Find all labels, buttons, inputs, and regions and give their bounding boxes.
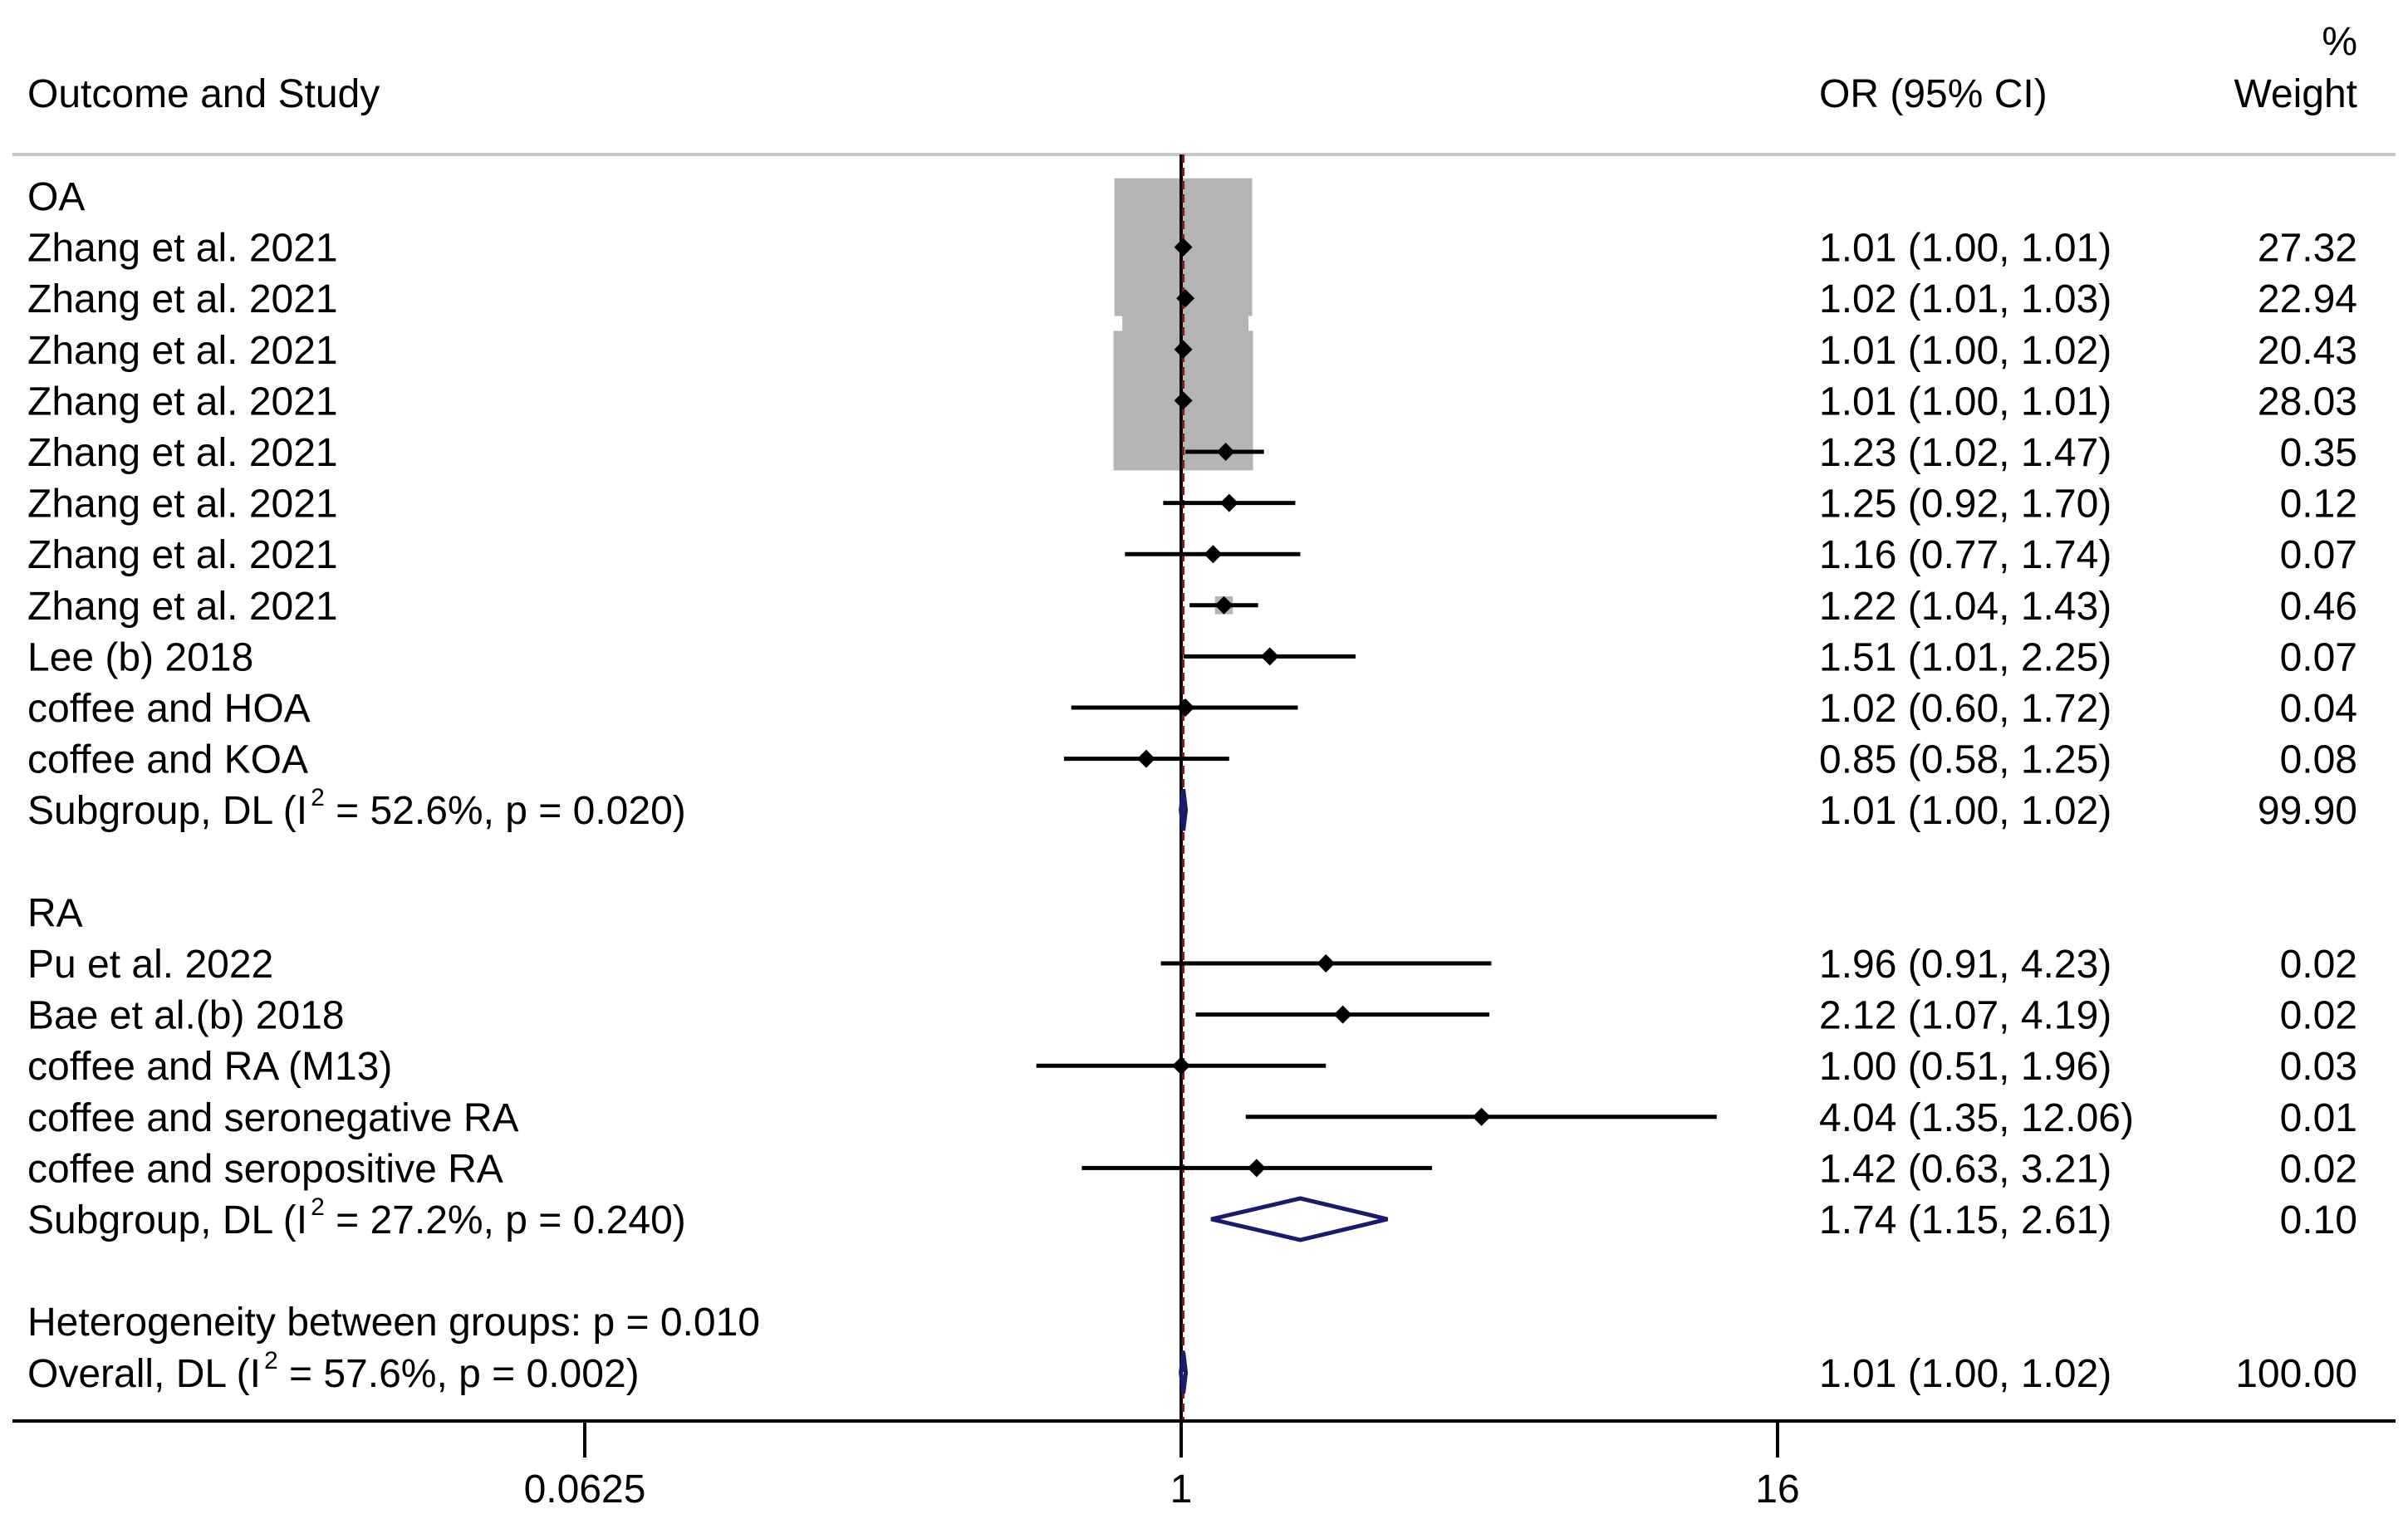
ci-value: 1.96 (0.91, 4.23)	[1819, 943, 2111, 987]
ci-value: 1.01 (1.00, 1.01)	[1819, 380, 2111, 424]
point-estimate	[1172, 1056, 1190, 1075]
weight-value: 0.02	[2280, 994, 2357, 1038]
ci-value: 0.85 (0.58, 1.25)	[1819, 738, 2111, 782]
study-label: Bae et al.(b) 2018	[27, 994, 345, 1038]
point-estimate	[1333, 1005, 1352, 1024]
point-estimate	[1214, 595, 1233, 615]
point-estimate	[1216, 443, 1235, 461]
header-weight: Weight	[2234, 72, 2357, 116]
weight-value: 0.35	[2280, 431, 2357, 475]
ci-value: 1.16 (0.77, 1.74)	[1819, 533, 2111, 577]
study-label: Zhang et al. 2021	[27, 329, 338, 373]
weight-value: 0.07	[2280, 533, 2357, 577]
point-estimate	[1219, 493, 1238, 512]
study-label: Zhang et al. 2021	[27, 431, 338, 475]
subgroup-label: Subgroup, DL (I 2 = 27.2%, p = 0.240)	[27, 1193, 686, 1242]
ci-value: 1.23 (1.02, 1.47)	[1819, 431, 2111, 475]
point-estimate	[1204, 545, 1223, 564]
x-tick-label: 0.0625	[524, 1467, 646, 1512]
reference-lines	[1179, 154, 1185, 1421]
ci-value: 1.01 (1.00, 1.02)	[1819, 789, 2111, 833]
study-label: coffee and KOA	[27, 738, 308, 782]
estimate-marks	[1036, 238, 1717, 1394]
ci-value: 1.22 (1.04, 1.43)	[1819, 585, 2111, 629]
ci-value: 4.04 (1.35, 12.06)	[1819, 1096, 2134, 1140]
point-estimate	[1472, 1107, 1491, 1126]
point-estimate	[1136, 749, 1155, 768]
point-estimate	[1317, 954, 1336, 973]
ci-value: 2.12 (1.07, 4.19)	[1819, 994, 2111, 1038]
point-estimate	[1174, 340, 1193, 359]
ci-value: 1.01 (1.00, 1.02)	[1819, 329, 2111, 373]
overall-label: Overall, DL (I 2 = 57.6%, p = 0.002)	[27, 1347, 640, 1396]
heterogeneity-note: Heterogeneity between groups: p = 0.010	[27, 1301, 760, 1345]
weight-value: 0.08	[2280, 738, 2357, 782]
group-label: RA	[27, 891, 83, 935]
study-label: coffee and HOA	[27, 687, 311, 731]
weight-value: 0.04	[2280, 687, 2357, 731]
weight-value: 28.03	[2258, 380, 2357, 424]
ci-value: 1.00 (0.51, 1.96)	[1819, 1045, 2111, 1089]
ci-value: 1.01 (1.00, 1.01)	[1819, 227, 2111, 271]
x-tick-label: 1	[1170, 1467, 1193, 1512]
point-estimate	[1174, 238, 1193, 257]
row-labels: OA Zhang et al. 2021 1.01 (1.00, 1.01) 27.3…	[27, 175, 2357, 1396]
study-label: Zhang et al. 2021	[27, 277, 338, 321]
weight-value: 0.07	[2280, 635, 2357, 679]
weight-value: 0.02	[2280, 943, 2357, 987]
weight-value: 20.43	[2258, 329, 2357, 373]
subgroup-label: Subgroup, DL (I 2 = 52.6%, p = 0.020)	[27, 784, 686, 833]
group-label: OA	[27, 175, 85, 219]
study-label: coffee and seropositive RA	[27, 1147, 503, 1191]
x-tick-label: 16	[1755, 1467, 1799, 1512]
study-label: Zhang et al. 2021	[27, 533, 338, 577]
study-label: Lee (b) 2018	[27, 635, 253, 679]
subgroup-diamond	[1210, 1196, 1389, 1242]
header-weight-pct: %	[2322, 20, 2357, 64]
header-ci: OR (95% CI)	[1819, 72, 2048, 116]
ci-value: 1.02 (0.60, 1.72)	[1819, 687, 2111, 731]
weight-boxes	[1113, 178, 1484, 1170]
ci-value: 1.01 (1.00, 1.02)	[1819, 1352, 2111, 1396]
weight-value: 0.02	[2280, 1147, 2357, 1191]
ci-value: 1.42 (0.63, 3.21)	[1819, 1147, 2111, 1191]
weight-value: 0.01	[2280, 1096, 2357, 1140]
study-label: Zhang et al. 2021	[27, 227, 338, 271]
study-label: coffee and RA (M13)	[27, 1045, 392, 1089]
weight-value: 27.32	[2258, 227, 2357, 271]
point-estimate	[1260, 647, 1279, 666]
ci-value: 1.74 (1.15, 2.61)	[1819, 1198, 2111, 1242]
weight-value: 0.03	[2280, 1045, 2357, 1089]
subgroup-diamond	[1179, 788, 1189, 831]
ci-value: 1.25 (0.92, 1.70)	[1819, 483, 2111, 527]
weight-value: 100.00	[2235, 1352, 2357, 1396]
x-axis-ticks: 0.0625 1 16	[524, 1421, 1800, 1512]
point-estimate	[1176, 289, 1195, 308]
header-study: Outcome and Study	[27, 72, 380, 116]
weight-value: 99.90	[2258, 789, 2357, 833]
study-label: Zhang et al. 2021	[27, 585, 338, 629]
point-estimate	[1176, 698, 1195, 717]
study-label: Zhang et al. 2021	[27, 380, 338, 424]
point-estimate	[1174, 391, 1193, 410]
weight-value: 0.12	[2280, 483, 2357, 527]
weight-value: 0.10	[2280, 1198, 2357, 1242]
overall-diamond	[1179, 1351, 1189, 1394]
study-label: Zhang et al. 2021	[27, 483, 338, 527]
study-label: Pu et al. 2022	[27, 943, 273, 987]
weight-value: 0.46	[2280, 585, 2357, 629]
study-label: coffee and seronegative RA	[27, 1096, 519, 1140]
ci-value: 1.02 (1.01, 1.03)	[1819, 277, 2111, 321]
weight-value: 22.94	[2258, 277, 2357, 321]
ci-value: 1.51 (1.01, 2.25)	[1819, 635, 2111, 679]
point-estimate	[1247, 1159, 1266, 1178]
